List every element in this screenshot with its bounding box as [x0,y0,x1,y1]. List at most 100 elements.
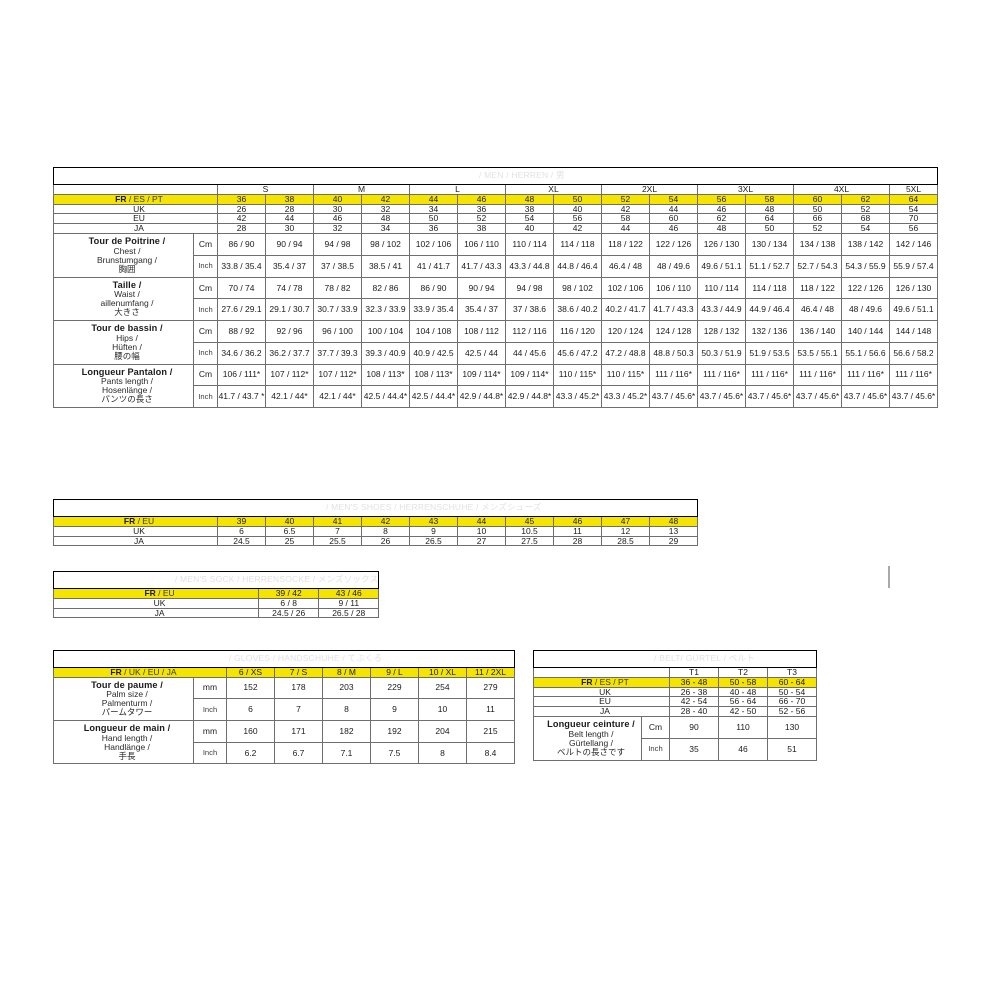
size-code-label-secondary: / EU [155,587,175,598]
size-code-label-secondary: / ES / PT [592,676,629,687]
measurement-value-primary: 90 / 94 [457,276,506,300]
measurement-value-primary: 126 / 130 [697,233,746,256]
measurement-value-primary: 128 / 132 [697,320,746,343]
measurement-value-secondary: 7.5 [370,741,419,765]
measurement-value-secondary: 37.7 / 39.3 [313,341,362,365]
size-code-label-primary: FR [110,666,122,677]
men-region-value: 32 [313,223,362,235]
measurement-label-fr: Tour de Poitrine / [88,236,166,247]
measurement-value-secondary: 42.9 / 44.8* [457,385,506,408]
measurement-value-primary: 86 / 90 [217,233,266,256]
size-group-label: XL [505,183,602,195]
measurement-row-primary: Longueur ceinture / Belt length / Gürtella… [533,716,817,761]
measurement-unit-secondary: Inch [193,254,218,278]
measurement-value-primary: 110 / 114 [697,276,746,300]
measurement-row-secondary: Inch 33.8 / 35.4 35.4 / 37 37 / 38.5 38.5 / … [54,254,938,278]
measurement-value-primary: 203 [322,676,371,700]
measurement-value-secondary: 32.3 / 33.9 [361,298,410,322]
size-code-label-primary: FR [581,676,593,687]
shoes-region-value: 26.5 [409,535,458,547]
men-region-value: 50 [793,203,842,215]
men-region-value: 54 [841,223,890,235]
men-region-value: 56 [889,223,938,235]
measurement-label-de: Hosenlänge / [101,385,153,396]
measurement-value-primary: 229 [370,676,419,700]
measurement-label: Taille / Waist / aillenumfang / 大きさ [53,276,194,322]
men-size-code: 64 [889,193,938,205]
men-region-value: 46 [649,223,698,235]
measurement-row-primary: Longueur Pantalon / Pants length / Hosenlä… [53,363,938,408]
measurement-value-secondary: 42.9 / 44.8* [505,385,554,408]
size-code-label-primary: FR [144,587,156,598]
measurement-value-primary: 102 / 106 [409,233,458,256]
measurement-label-fr: Tour de paume / [91,679,163,690]
socks-section-band: CHAUSSETTES HOMME / MEN'S SOCK / HERRENS… [52,571,380,589]
size-code-row: FR / EU 39 / 42 43 / 46 [52,587,380,599]
measurement-label-ja: 胸囲 [118,263,136,274]
gloves-size-table: GANTS / GLOVES / HANDSCHUHE / てぶくろ FR / U… [53,650,515,765]
measurement-value-secondary: 43.7 / 45.6* [697,385,746,408]
men-region-value: 36 [457,203,506,215]
measurement-value-primary: 215 [466,720,515,743]
belt-region-row-eu-label: EU [533,696,670,708]
men-region-value: 30 [265,223,314,235]
shoes-region-value: 10 [457,525,506,537]
men-region-value: 26 [217,203,266,215]
measurement-row-primary: Taille / Waist / aillenumfang / 大きさ Cm 70 / 7… [53,276,938,322]
men-region-row-eu-label: EU [53,213,218,225]
measurement-value-primary: 86 / 90 [409,276,458,300]
measurement-value-primary: 108 / 112 [457,320,506,343]
size-group-label: 3XL [697,183,794,195]
measurement-value-secondary: 44 / 45.6 [505,341,554,365]
measurement-value-secondary: 8.4 [466,741,515,765]
measurement-value-secondary: 55.9 / 57.4 [889,254,938,278]
shoes-region-value: 24.5 [217,535,266,547]
shoes-region-row-uk-label: UK [53,525,218,537]
measurement-value-secondary: 45.6 / 47.2 [553,341,602,365]
men-region-value: 40 [553,203,602,215]
men-size-code: 48 [505,193,554,205]
measurement-value-primary: 96 / 100 [313,320,362,343]
men-size-code: 44 [409,193,458,205]
measurement-value-primary: 111 / 116* [889,363,938,387]
men-region-value: 40 [505,223,554,235]
section-title-band: GANTS / GLOVES / HANDSCHUHE / てぶくろ [53,650,515,668]
belt-group-spacer [533,666,670,678]
measurement-value-primary: 98 / 102 [553,276,602,300]
measurement-value-secondary: 43.7 / 45.6* [745,385,794,408]
men-region-value: 32 [361,203,410,215]
size-code-row-label: FR / UK / EU / JA [53,666,227,678]
measurement-value-secondary: 50.3 / 51.9 [697,341,746,365]
men-region-row-ja: JA 28 30 32 34 36 38 40 42 44 46 48 50 52 54 56 [53,223,938,235]
measurement-label: Tour de bassin / Hips / Hüften / 腰の幅 [53,320,194,365]
men-region-value: 46 [697,203,746,215]
gloves-size-code: 10 / XL [418,666,467,678]
measurement-label-ja: 手長 [118,750,136,761]
measurement-value-secondary: 43.3 / 44.8 [505,254,554,278]
section-title-sub: / BELT/ GÜRTEL / ベルト [651,653,755,663]
measurement-value-secondary: 43.3 / 45.2* [601,385,650,408]
measurement-value-secondary: 37 / 38.6 [505,298,554,322]
measurement-value-primary: 118 / 122 [601,233,650,256]
measurement-value-primary: 130 / 134 [745,233,794,256]
measurement-value-secondary: 39.3 / 40.9 [361,341,410,365]
measurement-value-primary: 107 / 112* [313,363,362,387]
measurement-value-primary: 110 / 115* [553,363,602,387]
men-size-code: 42 [361,193,410,205]
men-size-code: 54 [649,193,698,205]
belt-group-label: T3 [767,666,817,678]
men-size-table: HOMMES / MEN / HERREN / 男 S M L XL 2XL 3XL 4XL 5… [53,167,938,408]
measurement-value-secondary: 29.1 / 30.7 [265,298,314,322]
socks-size-code: 43 / 46 [318,587,380,599]
size-code-row: FR / ES / PT 36 38 40 42 44 46 48 50 52 54 56 58 60 62… [53,193,938,205]
measurement-row-primary: Tour de Poitrine / Chest / Brunstumgang / 胸… [53,233,938,278]
belt-region-value: 56 - 64 [718,696,768,708]
measurement-unit-secondary: Inch [193,298,218,322]
shoes-region-value: 13 [649,525,698,537]
measurement-label-en: Belt length / [568,728,614,739]
belt-size-code: 36 - 48 [669,676,719,688]
measurement-value-primary: 94 / 98 [505,276,554,300]
socks-region-value: 26.5 / 28 [318,607,380,619]
measurement-unit-secondary: Inch [193,385,218,408]
shoes-region-row-ja: JA 24.5 25 25.5 26 26.5 27 27.5 28 28.5 29 [53,535,698,547]
